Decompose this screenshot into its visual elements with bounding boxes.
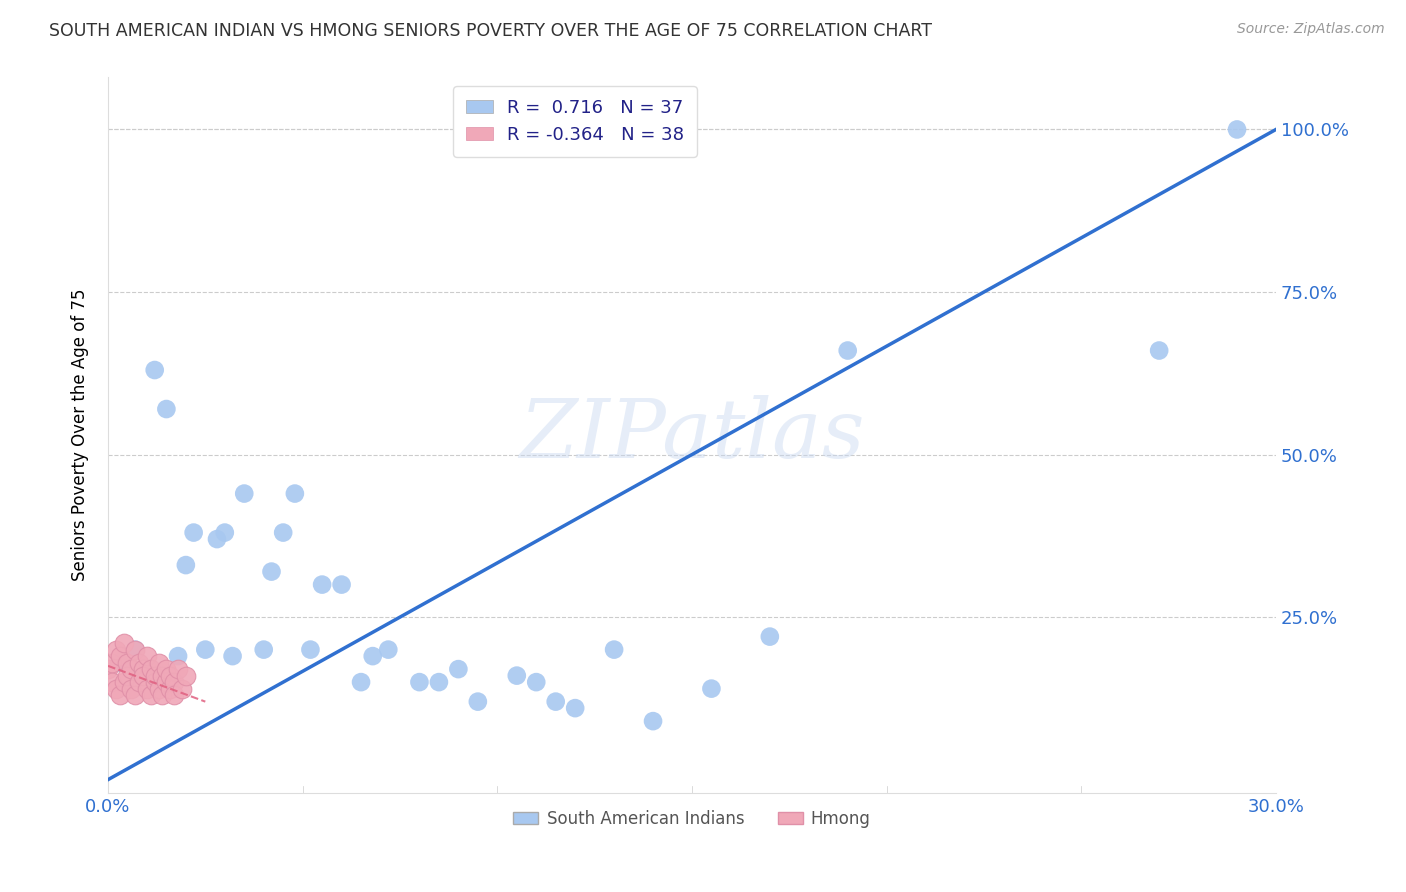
- Point: [112, 636, 135, 650]
- Point: [564, 701, 586, 715]
- Point: [350, 675, 373, 690]
- Point: [155, 662, 177, 676]
- Point: [117, 656, 139, 670]
- Point: [603, 642, 626, 657]
- Point: [194, 642, 217, 657]
- Point: [330, 577, 353, 591]
- Text: ZIPatlas: ZIPatlas: [519, 395, 865, 475]
- Point: [167, 662, 190, 676]
- Point: [377, 642, 399, 657]
- Point: [205, 532, 228, 546]
- Point: [148, 681, 170, 696]
- Point: [135, 681, 157, 696]
- Point: [167, 649, 190, 664]
- Point: [128, 656, 150, 670]
- Point: [221, 649, 243, 664]
- Point: [155, 402, 177, 417]
- Point: [427, 675, 450, 690]
- Point: [101, 675, 124, 690]
- Point: [214, 525, 236, 540]
- Point: [174, 558, 197, 573]
- Text: SOUTH AMERICAN INDIAN VS HMONG SENIORS POVERTY OVER THE AGE OF 75 CORRELATION CH: SOUTH AMERICAN INDIAN VS HMONG SENIORS P…: [49, 22, 932, 40]
- Point: [524, 675, 547, 690]
- Point: [447, 662, 470, 676]
- Point: [544, 695, 567, 709]
- Point: [467, 695, 489, 709]
- Point: [408, 675, 430, 690]
- Point: [170, 681, 193, 696]
- Point: [163, 675, 186, 690]
- Point: [101, 656, 124, 670]
- Point: [641, 714, 664, 728]
- Point: [159, 668, 181, 682]
- Legend: South American Indians, Hmong: South American Indians, Hmong: [506, 803, 877, 834]
- Point: [104, 642, 127, 657]
- Point: [108, 649, 131, 664]
- Point: [152, 688, 174, 702]
- Point: [108, 688, 131, 702]
- Point: [112, 675, 135, 690]
- Point: [506, 668, 529, 682]
- Point: [148, 656, 170, 670]
- Point: [271, 525, 294, 540]
- Point: [128, 675, 150, 690]
- Point: [143, 668, 166, 682]
- Point: [233, 486, 256, 500]
- Point: [152, 668, 174, 682]
- Text: Source: ZipAtlas.com: Source: ZipAtlas.com: [1237, 22, 1385, 37]
- Point: [837, 343, 859, 358]
- Point: [1226, 122, 1249, 136]
- Point: [139, 662, 162, 676]
- Point: [163, 688, 186, 702]
- Point: [700, 681, 723, 696]
- Point: [132, 668, 155, 682]
- Point: [183, 525, 205, 540]
- Point: [260, 565, 283, 579]
- Point: [284, 486, 307, 500]
- Point: [159, 681, 181, 696]
- Y-axis label: Seniors Poverty Over the Age of 75: Seniors Poverty Over the Age of 75: [72, 289, 89, 582]
- Point: [120, 662, 142, 676]
- Point: [143, 675, 166, 690]
- Point: [104, 681, 127, 696]
- Point: [124, 642, 146, 657]
- Point: [117, 668, 139, 682]
- Point: [124, 642, 146, 657]
- Point: [120, 681, 142, 696]
- Point: [139, 688, 162, 702]
- Point: [311, 577, 333, 591]
- Point: [759, 630, 782, 644]
- Point: [143, 363, 166, 377]
- Point: [1147, 343, 1170, 358]
- Point: [299, 642, 322, 657]
- Point: [108, 656, 131, 670]
- Point: [132, 662, 155, 676]
- Point: [135, 649, 157, 664]
- Point: [361, 649, 384, 664]
- Point: [124, 688, 146, 702]
- Point: [174, 668, 197, 682]
- Point: [253, 642, 276, 657]
- Point: [97, 662, 120, 676]
- Point: [155, 675, 177, 690]
